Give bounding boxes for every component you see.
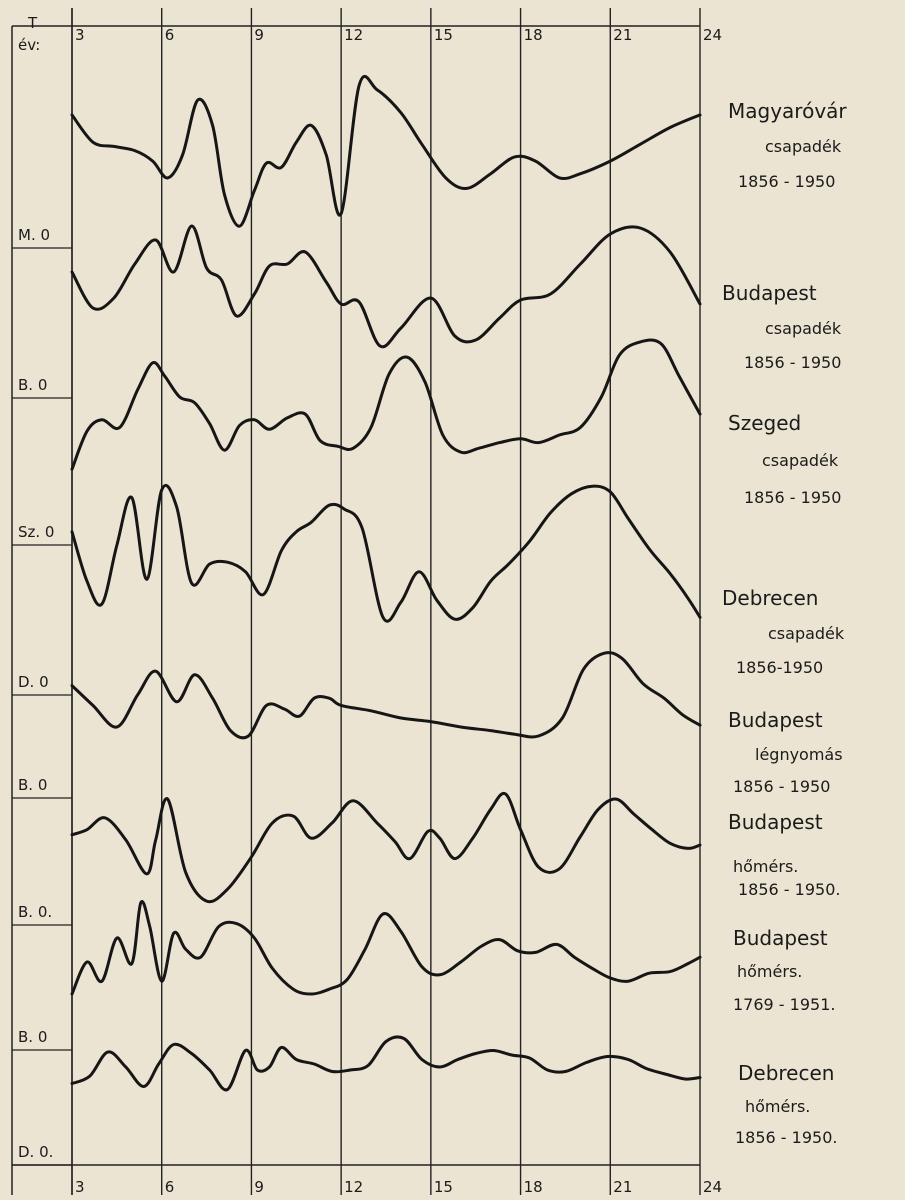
tick-label-bottom-9: 9 — [254, 1178, 264, 1196]
series-label-5-line-2: légnyomás — [755, 745, 843, 764]
chart-frame — [11, 8, 700, 1195]
series-label-2-line-1: Budapest — [722, 281, 817, 305]
tick-label-bottom-3: 3 — [75, 1178, 85, 1196]
series-label-5-line-1: Budapest — [728, 708, 823, 732]
series-curve-5 — [70, 651, 702, 740]
series-curve-8 — [70, 1035, 702, 1092]
series-label-4-line-2: csapadék — [768, 624, 845, 643]
series-label-2-line-2: csapadék — [765, 319, 842, 338]
zero-label-row-5: B. 0 — [18, 776, 47, 794]
grid-lines — [71, 8, 701, 1195]
tick-label-bottom-21: 21 — [613, 1178, 632, 1196]
zero-labels: M. 0 B. 0 Sz. 0 D. 0 B. 0 B. 0. B. 0 D. 0. — [12, 226, 72, 1166]
series-curve-6 — [70, 791, 702, 904]
tick-label-top-12: 12 — [344, 26, 363, 44]
tick-label-top-9: 9 — [254, 26, 264, 44]
series-label-3-line-2: csapadék — [762, 451, 839, 470]
series-curve-4 — [70, 483, 702, 623]
series-label-3-line-3: 1856 - 1950 — [744, 488, 841, 507]
tick-label-top-24: 24 — [703, 26, 722, 44]
tick-label-top-21: 21 — [613, 26, 632, 44]
tick-label-bottom-15: 15 — [434, 1178, 453, 1196]
tick-label-bottom-24: 24 — [703, 1178, 722, 1196]
series-label-8-line-3: 1856 - 1950. — [735, 1128, 837, 1147]
x-tick-labels: 3 3 6 6 9 9 12 12 15 15 18 18 21 21 24 24 Tév: — [18, 14, 722, 1196]
zero-label-row-6: B. 0. — [18, 903, 52, 921]
tick-label-bottom-12: 12 — [344, 1178, 363, 1196]
series-label-6-line-1: Budapest — [728, 810, 823, 834]
zero-label-row-1: M. 0 — [18, 226, 50, 244]
series-label-6-line-2: hőmérs. — [733, 857, 798, 876]
series-curves — [70, 75, 702, 1092]
tick-label-top-18: 18 — [524, 26, 543, 44]
series-curve-2 — [70, 224, 702, 349]
series-label-8-line-1: Debrecen — [738, 1061, 834, 1085]
series-label-3-line-1: Szeged — [728, 411, 801, 435]
axis-label-years: év: — [18, 36, 40, 54]
series-label-2-line-3: 1856 - 1950 — [744, 353, 841, 372]
zero-label-row-3: Sz. 0 — [18, 523, 54, 541]
series-label-7-line-1: Budapest — [733, 926, 828, 950]
tick-label-bottom-6: 6 — [165, 1178, 175, 1196]
series-label-7-line-3: 1769 - 1951. — [733, 995, 835, 1014]
tick-label-bottom-18: 18 — [524, 1178, 543, 1196]
series-label-7-line-2: hőmérs. — [737, 962, 802, 981]
series-label-6-line-3: 1856 - 1950. — [738, 880, 840, 899]
tick-label-top-15: 15 — [434, 26, 453, 44]
axis-label-period: T — [27, 14, 38, 32]
series-label-4-line-3: 1856-1950 — [736, 658, 823, 677]
series-labels: Magyaróvár csapadék 1856 - 1950 Budapest csa… — [722, 99, 847, 1147]
series-label-1-line-1: Magyaróvár — [728, 99, 847, 123]
series-curve-1 — [70, 75, 702, 228]
zero-label-row-4: D. 0 — [18, 673, 49, 691]
tick-label-top-3: 3 — [75, 26, 85, 44]
series-label-8-line-2: hőmérs. — [745, 1097, 810, 1116]
series-label-4-line-1: Debrecen — [722, 586, 818, 610]
zero-label-row-2: B. 0 — [18, 376, 47, 394]
zero-label-row-8: D. 0. — [18, 1143, 53, 1161]
zero-label-row-7: B. 0 — [18, 1028, 47, 1046]
series-curve-3 — [70, 338, 702, 471]
series-label-1-line-3: 1856 - 1950 — [738, 172, 835, 191]
series-label-5-line-3: 1856 - 1950 — [733, 777, 830, 796]
series-curve-7 — [70, 900, 702, 996]
series-label-1-line-2: csapadék — [765, 137, 842, 156]
tick-label-top-6: 6 — [165, 26, 175, 44]
